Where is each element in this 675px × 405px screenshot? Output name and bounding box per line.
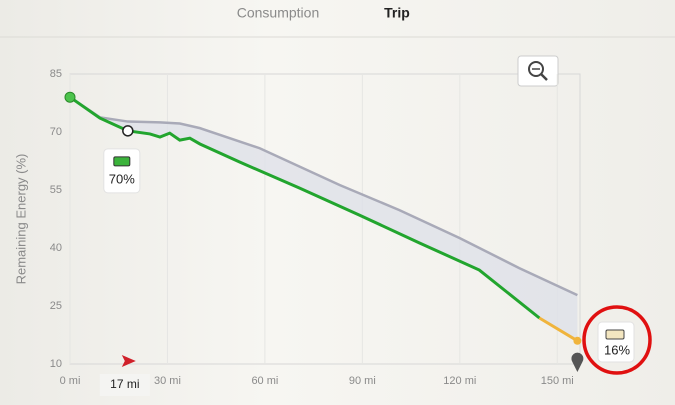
y-tick-label: 10 — [50, 358, 62, 370]
current-point — [122, 125, 134, 137]
y-tick-label: 55 — [50, 184, 62, 196]
zoom-handle[interactable] — [540, 73, 548, 81]
zoom-icon[interactable] — [528, 61, 544, 77]
plot-frame — [69, 73, 581, 365]
x-tick-label: 150 mi — [541, 375, 574, 387]
x-tick-label: 30 mi — [154, 375, 181, 387]
y-axis-label: Remaining Energy (%) — [13, 154, 28, 285]
series-line — [69, 96, 578, 297]
x-tick-label: 60 mi — [251, 375, 278, 387]
end-battery-icon — [605, 329, 625, 340]
series-line — [69, 95, 541, 320]
tab-consumption[interactable]: Consumption — [237, 5, 320, 21]
zoom-button[interactable] — [517, 55, 559, 87]
trip-box — [99, 374, 150, 396]
start-point — [64, 91, 76, 103]
battery-callout — [103, 148, 141, 194]
battery-label: 70% — [109, 171, 135, 186]
y-tick-label: 40 — [50, 242, 62, 254]
trip-arrow — [121, 355, 136, 367]
x-tick-label: 120 mi — [443, 375, 476, 387]
battery-icon — [113, 156, 131, 167]
y-tick-label: 70 — [50, 126, 62, 138]
zoom-box[interactable] — [517, 55, 559, 87]
end-label: 16% — [604, 342, 630, 357]
series-line — [538, 316, 579, 343]
end-point — [573, 336, 582, 345]
y-tick-label: 85 — [50, 68, 62, 80]
x-tick-label: 90 mi — [349, 375, 376, 387]
tab-trip[interactable]: Trip — [384, 5, 410, 21]
y-tick-label: 25 — [50, 300, 62, 312]
trip-label: 17 mi — [110, 377, 139, 391]
x-tick-label: 0 mi — [60, 375, 81, 387]
destination-pin — [571, 352, 584, 372]
highlight-circle — [582, 305, 652, 375]
